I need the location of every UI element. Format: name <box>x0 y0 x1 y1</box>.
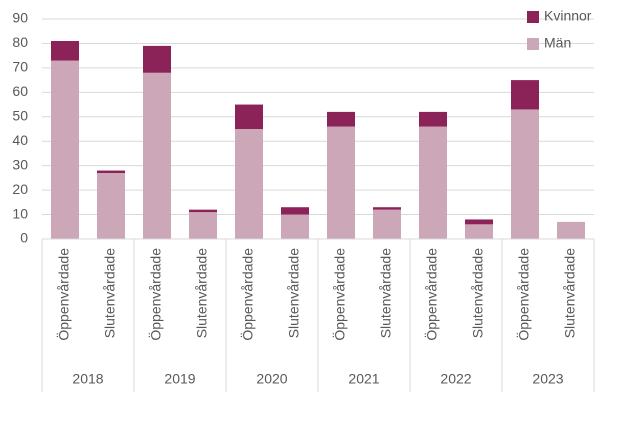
group-label: 2022 <box>440 371 471 387</box>
bar-segment <box>327 111 355 127</box>
group-label: 2018 <box>72 371 103 387</box>
x-tick-label: Öppenvårdade <box>331 248 348 341</box>
legend-label: Män <box>544 35 571 51</box>
bar-segment <box>327 126 355 239</box>
legend-swatch <box>527 11 539 23</box>
bar-segment <box>51 60 79 239</box>
x-tick-label: Öppenvårdade <box>423 248 440 341</box>
bar-segment <box>511 109 539 239</box>
y-tick-label: 50 <box>12 107 28 123</box>
x-tick-label: Slutenvårdade <box>470 248 486 339</box>
bar-segment <box>511 80 539 110</box>
y-tick-label: 30 <box>12 156 28 172</box>
group-label: 2019 <box>164 371 195 387</box>
x-tick-label: Slutenvårdade <box>194 248 210 339</box>
bar-segment <box>51 41 79 61</box>
x-tick-label: Slutenvårdade <box>378 248 394 339</box>
bar-segment <box>281 214 309 239</box>
bar-segment <box>465 224 493 239</box>
x-tick-label: Öppenvårdade <box>147 248 164 341</box>
bar-segment <box>419 111 447 127</box>
bar-segment <box>235 129 263 239</box>
x-tick-label: Öppenvårdade <box>239 248 256 341</box>
y-tick-label: 90 <box>12 10 28 26</box>
bar-segment <box>143 72 171 240</box>
y-tick-label: 0 <box>20 230 28 246</box>
legend-label: Kvinnor <box>544 8 592 24</box>
legend-swatch <box>527 38 539 50</box>
bar-segment <box>97 173 125 239</box>
bar-segment <box>281 207 309 215</box>
y-tick-label: 60 <box>12 83 28 99</box>
bar-segment <box>143 45 171 73</box>
y-tick-label: 80 <box>12 34 28 50</box>
bar-segment <box>419 126 447 239</box>
x-tick-label: Slutenvårdade <box>562 248 578 339</box>
group-label: 2023 <box>532 371 563 387</box>
group-label: 2020 <box>256 371 287 387</box>
y-tick-label: 70 <box>12 59 28 75</box>
bar-segment <box>557 221 585 239</box>
x-tick-label: Öppenvårdade <box>55 248 72 341</box>
x-tick-label: Slutenvårdade <box>286 248 302 339</box>
bar-segment <box>373 207 401 210</box>
bar-segment <box>189 209 217 213</box>
y-tick-label: 10 <box>12 205 28 221</box>
bar-segment <box>235 104 263 129</box>
y-tick-label: 40 <box>12 132 28 148</box>
x-tick-label: Slutenvårdade <box>102 248 118 339</box>
bar-segment <box>97 170 125 173</box>
bar-segment <box>373 209 401 239</box>
y-tick-label: 20 <box>12 181 28 197</box>
bar-segment <box>465 219 493 225</box>
bar-segment <box>189 212 217 239</box>
x-tick-label: Öppenvårdade <box>515 248 532 341</box>
group-label: 2021 <box>348 371 379 387</box>
